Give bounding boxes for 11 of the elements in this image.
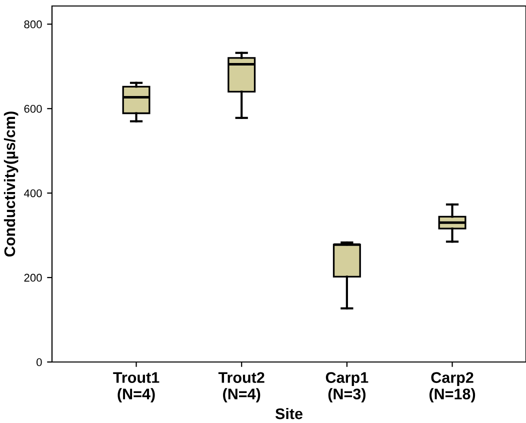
y-tick-label: 0 [36, 358, 42, 366]
x-tick-label: Trout2 (N=4) [218, 372, 264, 402]
x-tick-label: Carp1 (N=3) [326, 372, 368, 402]
y-tick-label: 400 [24, 189, 42, 198]
x-tick-label: Carp2 (N=18) [429, 372, 476, 402]
x-tick-label: Trout1 (N=4) [113, 372, 160, 402]
y-tick-label: 200 [24, 274, 42, 282]
y-tick-label: 600 [24, 104, 42, 113]
y-axis-title: Conductivity(µs/cm) [4, 112, 18, 257]
x-axis-title: Site [275, 408, 302, 420]
y-tick-label: 800 [24, 20, 42, 28]
